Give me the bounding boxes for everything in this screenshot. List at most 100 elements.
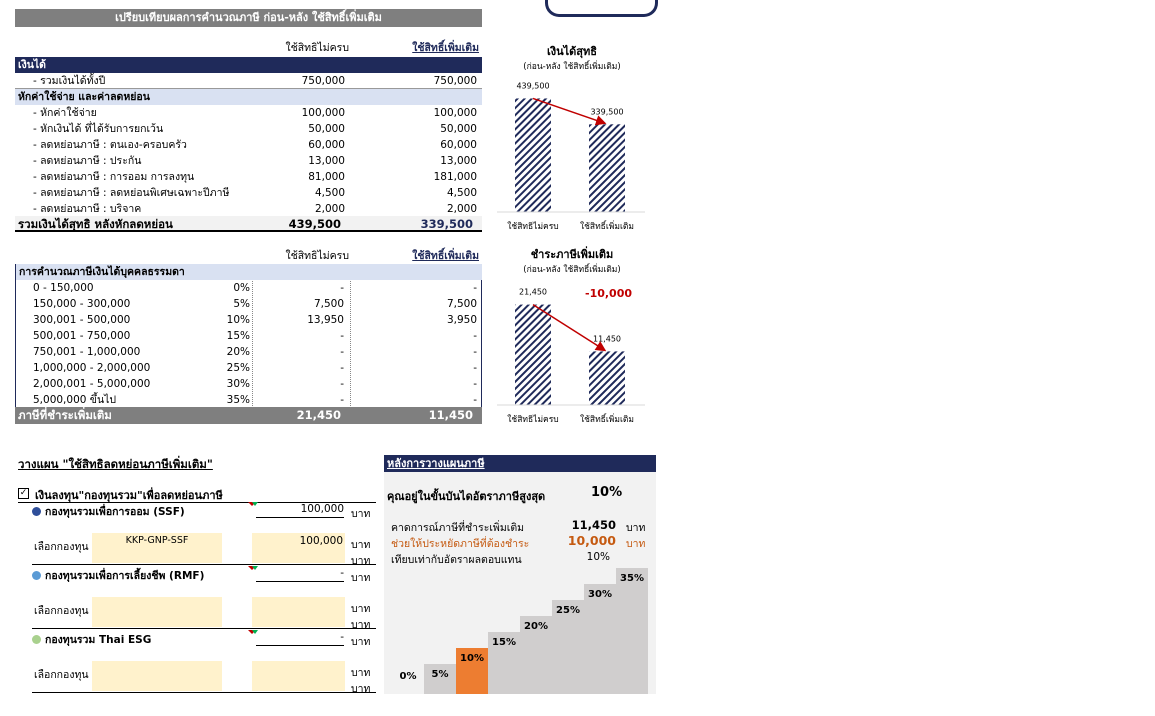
fund-bullet-icon (32, 507, 41, 516)
plan-checkbox-row[interactable]: ✓ เงินลงทุน"กองทุนรวม"เพื่อลดหย่อนภาษี (18, 486, 376, 503)
col-after-header: ใช้สิทธิ์เพิ่มเติม (412, 42, 479, 54)
equiv-label: เทียบเท่ากับอัตราผลตอบแทน (391, 554, 522, 566)
deduction-row: - หักเงินได้ ที่ได้รับการยกเว้น 50,000 50,… (15, 121, 482, 137)
tax-bracket-row: 150,000 - 300,000 5% 7,500 7,500 (15, 296, 482, 312)
net-before: 439,500 (288, 217, 341, 231)
bracket-rate: 5% (233, 298, 250, 310)
tax-step (616, 568, 648, 694)
expected-value: 11,450 (571, 518, 616, 532)
saved-value: 10,000 (567, 533, 616, 548)
tax-step (456, 648, 488, 694)
fund-select-amount-input[interactable] (252, 597, 345, 627)
expected-unit: บาท (626, 522, 646, 534)
tax-bracket-row: 300,001 - 500,000 10% 13,950 3,950 (15, 312, 482, 328)
tax-header: การคำนวณภาษีเงินได้บุคคลธรรมดา (15, 264, 482, 280)
tax-step-label: 15% (492, 637, 516, 648)
fund-bullet-icon (32, 571, 41, 580)
chart-subtitle: (ก่อน-หลัง ใช้สิทธิ์เพิ่มเติม) (523, 265, 621, 275)
fund-select[interactable]: KKP-GNP-SSF (92, 533, 222, 563)
bracket-label: 750,001 - 1,000,000 (33, 346, 141, 358)
tax-step-label: 10% (460, 653, 484, 664)
cell-before: - (340, 394, 344, 406)
saved-label: ช่วยให้ประหยัดภาษีที่ต้องชำระ (391, 538, 530, 550)
baht-label: บาท (351, 636, 371, 648)
cell-before: 4,500 (314, 187, 345, 199)
cell-before: 50,000 (308, 123, 345, 135)
bracket-rate: 30% (226, 378, 250, 390)
checkbox-label: เงินลงทุน"กองทุนรวม"เพื่อลดหย่อนภาษี (35, 489, 223, 502)
tax-bracket-row: 5,000,000 ขึ้นไป 35% - - (15, 392, 482, 408)
bracket-rate: 10% (226, 314, 250, 326)
tax-divider-1 (252, 264, 253, 424)
cell-after: 50,000 (440, 123, 477, 135)
chart-subtitle: (ก่อน-หลัง ใช้สิทธิ์เพิ่มเติม) (523, 62, 621, 72)
cell-before: 13,950 (307, 314, 344, 326)
baht-label: บาท (351, 508, 371, 520)
cell-before: 60,000 (308, 139, 345, 151)
fund-flag-green-icon (252, 566, 258, 570)
baht-label: บาท (351, 603, 371, 615)
bracket-rate: 25% (226, 362, 250, 374)
cell-before: - (340, 378, 344, 390)
cell-after: 100,000 (433, 107, 477, 119)
tax-bracket-row: 750,001 - 1,000,000 20% - - (15, 344, 482, 360)
chart-data-label: 339,500 (590, 107, 623, 116)
cell-before: - (340, 282, 344, 294)
chart-bar (515, 98, 551, 212)
deduct-header: หักค่าใช้จ่าย และค่าลดหย่อน (15, 89, 482, 105)
tax-step-label: 20% (524, 621, 548, 632)
cell-after: 13,000 (440, 155, 477, 167)
row-label: - หักค่าใช้จ่าย (33, 107, 97, 119)
fund-select-amount-input[interactable]: 100,000 (252, 533, 345, 563)
cell-before: 13,000 (308, 155, 345, 167)
chart-title: ชำระภาษีเพิ่มเติม (530, 248, 614, 261)
plan-title: วางแผน "ใช้สิทธิลดหย่อนภาษีเพิ่มเติม" (18, 457, 213, 471)
tax-table: ใช้สิทธิไม่ครบ ใช้สิทธิ์เพิ่มเติม การคำน… (15, 248, 482, 424)
expected-label: คาดการณ์ภาษีที่ชำระเพิ่มเติม (391, 522, 525, 534)
bracket-label: 0 - 150,000 (33, 282, 94, 294)
cell-after: 7,500 (446, 298, 477, 310)
bracket-rate: 20% (226, 346, 250, 358)
cell-after: - (473, 378, 477, 390)
tax-bracket-row: 0 - 150,000 0% - - (15, 280, 482, 296)
bracket-label: 1,000,000 - 2,000,000 (33, 362, 151, 374)
bracket-label: 5,000,000 ขึ้นไป (33, 394, 117, 406)
tax-total-before: 21,450 (296, 408, 341, 422)
net-row: รวมเงินได้สุทธิ หลังหักลดหย่อน 439,500 3… (15, 216, 482, 232)
cell-before: - (340, 362, 344, 374)
tax-step (552, 600, 584, 694)
row-label: - รวมเงินได้ทั้งปี (33, 75, 106, 87)
col-before-header: ใช้สิทธิไม่ครบ (285, 42, 349, 54)
select-fund-label: เลือกกองทุน (34, 541, 89, 553)
deduction-row: - ลดหย่อนภาษี : บริจาค 2,000 2,000 (15, 201, 482, 217)
fund-bullet-icon (32, 635, 41, 644)
cell-after: - (473, 282, 477, 294)
fund-select[interactable] (92, 661, 222, 691)
tax-total-label: ภาษีที่ชำระเพิ่มเติม (18, 408, 112, 422)
row-label: - ลดหย่อนภาษี : บริจาค (33, 203, 142, 215)
deduction-row: - ลดหย่อนภาษี : ประกัน 13,000 13,000 (15, 153, 482, 169)
chart-title: เงินได้สุทธิ (546, 45, 597, 58)
fund-select-amount-input[interactable] (252, 661, 345, 691)
fund-amount-input[interactable]: - (256, 631, 344, 646)
cell-after: 60,000 (440, 139, 477, 151)
tax-chart-svg: 21,450 ใช้สิทธิไม่ครบ 11,450 ใช้สิทธิ์เพิ่ม… (497, 288, 645, 425)
fund-flag-green-icon (252, 630, 258, 634)
tax-diff-label: -10,000 (585, 287, 633, 300)
title-bar: เปรียบเทียบผลการคำนวณภาษี ก่อน-หลัง ใช้ส… (15, 9, 482, 27)
fund-select[interactable] (92, 597, 222, 627)
col-after-header: ใช้สิทธิ์เพิ่มเติม (412, 250, 479, 262)
checkbox-icon[interactable]: ✓ (18, 488, 29, 499)
baht-label: บาท (351, 539, 371, 551)
chart-data-label: 11,450 (593, 334, 621, 343)
fund-amount-input[interactable]: - (256, 567, 344, 582)
after-plan-header: หลังการวางแผนภาษี (384, 455, 656, 472)
fund-divider (32, 692, 376, 693)
chart-bar (589, 124, 625, 212)
chart-change-arrow (532, 97, 607, 126)
income-header: เงินได้ (15, 57, 482, 73)
fund-block: กองทุนรวมเพื่อการออม (SSF) 100,000 บาท เลือ… (18, 502, 376, 567)
net-chart-svg: 439,500 ใช้สิทธิไม่ครบ 339,500 ใช้สิทธิ์เพิ… (497, 81, 645, 232)
bracket-label: คุณอยู่ในขั้นบันไดอัตราภาษีสูงสุด (387, 490, 546, 503)
fund-amount-input[interactable]: 100,000 (256, 503, 344, 518)
